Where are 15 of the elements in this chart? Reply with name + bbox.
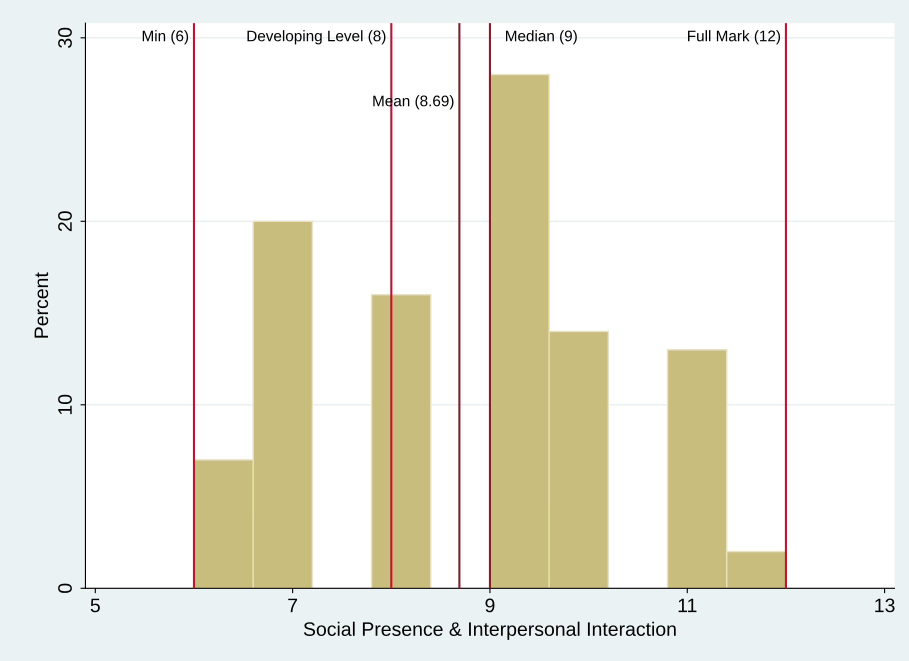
y-tick-label: 0 — [58, 584, 72, 593]
y-tick-label: 20 — [58, 211, 72, 232]
ref-line-label: Full Mark (12) — [688, 30, 780, 44]
x-tick-label: 7 — [288, 598, 298, 612]
x-axis-title: Social Presence & Interpersonal Interaction — [304, 622, 676, 640]
x-tick-label: 9 — [485, 598, 494, 612]
y-tick-label: 10 — [58, 394, 72, 414]
x-tick-label: 11 — [678, 598, 696, 612]
ref-line-label: Min (6) — [142, 30, 188, 44]
ref-line-label: Median (9) — [506, 30, 577, 44]
x-tick-label: 13 — [875, 598, 895, 612]
y-axis-title: Percent — [34, 272, 48, 338]
y-tick-label: 30 — [58, 28, 72, 48]
x-tick-label: 5 — [90, 598, 100, 612]
ref-line-label: Developing Level (8) — [247, 30, 386, 44]
